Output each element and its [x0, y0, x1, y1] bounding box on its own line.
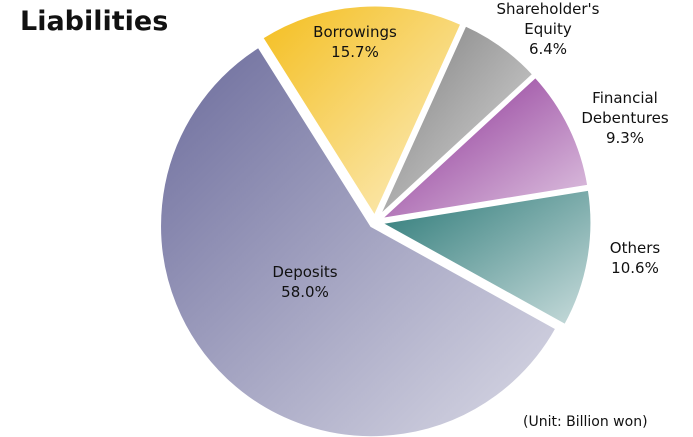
value-label: 9.3%: [605, 129, 645, 147]
value-label: 6.4%: [528, 40, 568, 58]
category-label: Deposits: [272, 263, 338, 281]
pie-slice: [376, 22, 536, 220]
unit-note: (Unit: Billion won): [523, 414, 648, 430]
slice-label: Others 10.6%: [595, 238, 675, 278]
chart-title: Liabilities: [20, 6, 169, 37]
slice-label: Financial Debentures 9.3%: [570, 88, 680, 148]
pie-slice: [158, 44, 560, 437]
slice-label: Borrowings 15.7%: [300, 22, 410, 62]
slice-label: Deposits 58.0%: [250, 262, 360, 302]
value-label: 10.6%: [611, 259, 659, 277]
category-label: Others: [609, 239, 661, 257]
pie-slice: [374, 74, 591, 223]
category-label: Borrowings: [313, 23, 397, 41]
value-label: 15.7%: [331, 43, 379, 61]
value-label: 58.0%: [281, 283, 329, 301]
pie-slice: [375, 187, 594, 328]
slice-label: Shareholder's Equity 6.4%: [488, 0, 608, 59]
category-label: Shareholder's Equity: [496, 0, 600, 38]
pie-slice: [259, 3, 464, 221]
category-label: Financial Debentures: [581, 89, 669, 127]
